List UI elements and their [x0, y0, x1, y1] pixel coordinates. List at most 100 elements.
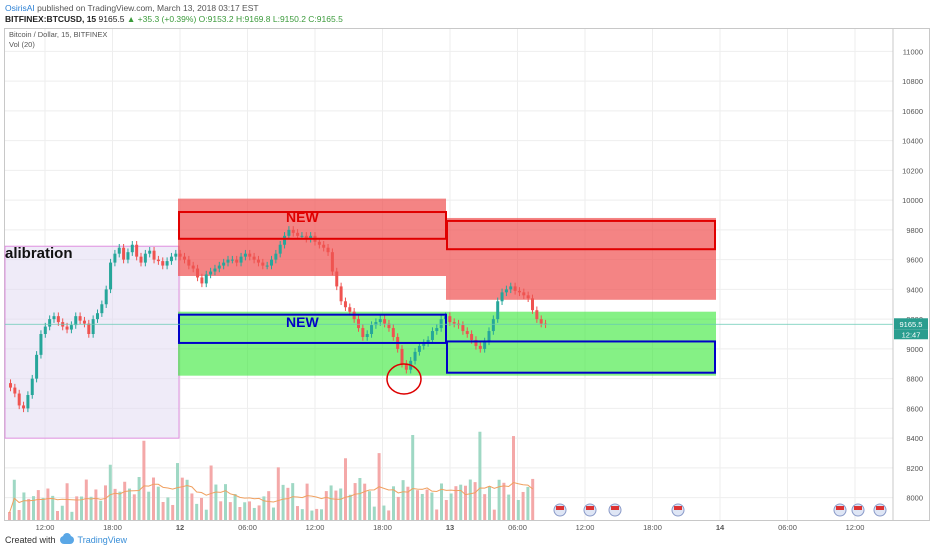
- volume-bar: [492, 509, 496, 520]
- volume-bar: [411, 434, 415, 520]
- volume-bar: [262, 496, 266, 520]
- time-tick-label: 06:00: [508, 523, 527, 532]
- candle-body: [209, 271, 213, 275]
- candle-body: [448, 316, 452, 323]
- us-flag-event-icon[interactable]: [553, 503, 567, 517]
- volume-bar: [464, 485, 467, 520]
- volume-bar: [190, 493, 194, 520]
- time-tick-label: 18:00: [643, 523, 662, 532]
- candle-body: [252, 256, 256, 260]
- candle-body: [361, 328, 365, 337]
- volume-bar: [118, 491, 122, 520]
- candle-body: [235, 259, 239, 263]
- price-tick-label: 9000: [906, 345, 923, 354]
- volume-bar: [204, 509, 208, 520]
- green-zone-2: [446, 311, 716, 376]
- candle-body: [478, 345, 482, 349]
- volume-bar: [200, 497, 203, 520]
- candle-body: [426, 339, 430, 343]
- candle-body: [69, 325, 73, 330]
- volume-bar: [507, 494, 511, 520]
- volume-bar: [171, 504, 175, 520]
- event-icons: [553, 503, 887, 517]
- volume-bar: [32, 496, 35, 520]
- new-blue-label: NEW: [286, 314, 319, 330]
- candle-body: [465, 331, 469, 335]
- candle-body: [535, 310, 539, 320]
- candle-body: [500, 292, 504, 302]
- candle-body: [204, 274, 208, 284]
- volume-bar: [113, 488, 117, 520]
- price-tag-text: 9165.5: [900, 320, 923, 329]
- candle-body: [517, 290, 521, 293]
- time-tick-label: 06:00: [778, 523, 797, 532]
- volume-legend: Vol (20): [9, 40, 35, 49]
- volume-bar: [46, 488, 50, 520]
- volume-bar: [444, 499, 448, 520]
- volume-bar: [70, 511, 74, 520]
- volume-bar: [363, 483, 367, 520]
- volume-bar: [224, 484, 227, 520]
- symbol-line: BITFINEX:BTCUSD, 15 9165.5 ▲ +35.3 (+0.3…: [5, 14, 343, 24]
- candle-body: [452, 322, 456, 324]
- volume-bar: [166, 497, 170, 520]
- volume-bar: [281, 484, 285, 520]
- volume-bar: [89, 496, 93, 520]
- us-flag-event-icon[interactable]: [583, 503, 597, 517]
- volume-bar: [358, 478, 362, 520]
- candle-body: [270, 259, 273, 266]
- candle-body: [287, 229, 291, 236]
- candle-body: [374, 322, 378, 326]
- volume-bar: [300, 509, 304, 520]
- volume-bar: [267, 491, 271, 520]
- candle-body: [365, 334, 369, 337]
- candle-body: [339, 286, 343, 302]
- us-flag-event-icon[interactable]: [671, 503, 685, 517]
- last-price: 9165.5: [98, 14, 125, 24]
- us-flag-event-icon[interactable]: [873, 503, 887, 517]
- candle-body: [417, 345, 421, 352]
- candle-body: [470, 334, 474, 340]
- volume-bar: [329, 485, 333, 520]
- footer-brand-link[interactable]: TradingView: [77, 535, 128, 545]
- candle-body: [139, 256, 143, 263]
- volume-bar: [512, 436, 515, 520]
- volume-bar: [430, 492, 434, 520]
- candle-body: [539, 319, 543, 324]
- candle-body: [87, 323, 91, 335]
- us-flag-event-icon[interactable]: [851, 503, 865, 517]
- candle-body: [370, 325, 374, 335]
- us-flag-event-icon[interactable]: [608, 503, 622, 517]
- volume-bar: [435, 509, 439, 520]
- price-tick-label: 8000: [906, 494, 923, 503]
- candle-body: [109, 262, 113, 290]
- candle-body: [191, 265, 195, 269]
- volume-bar: [123, 481, 127, 520]
- volume-bar: [65, 483, 69, 520]
- author-link[interactable]: OsirisAI: [5, 3, 35, 13]
- volume-bar: [473, 482, 477, 520]
- volume-bar: [176, 463, 179, 520]
- volume-bar: [257, 505, 261, 520]
- candle-body: [22, 405, 26, 409]
- volume-bar: [521, 491, 525, 520]
- volume-bar: [339, 488, 343, 520]
- volume-bar: [310, 510, 314, 520]
- candle-body: [496, 301, 500, 320]
- candle-body: [78, 316, 82, 321]
- low-circle: [386, 363, 422, 395]
- price-tick-label: 10800: [902, 77, 923, 86]
- ohlc-values: O:9153.2 H:9169.8 L:9150.2 C:9165.5: [198, 14, 343, 24]
- volume-bar: [60, 505, 64, 520]
- volume-bar: [209, 465, 213, 520]
- candle-body: [300, 235, 304, 237]
- candle-body: [226, 259, 230, 263]
- us-flag-event-icon[interactable]: [833, 503, 847, 517]
- price-tick-label: 10600: [902, 107, 923, 116]
- countdown-tag-text: 12:47: [902, 330, 921, 339]
- volume-bar: [468, 479, 472, 520]
- published-line: OsirisAI published on TradingView.com, M…: [5, 3, 259, 13]
- candle-body: [461, 325, 465, 332]
- volume-bar: [315, 508, 319, 520]
